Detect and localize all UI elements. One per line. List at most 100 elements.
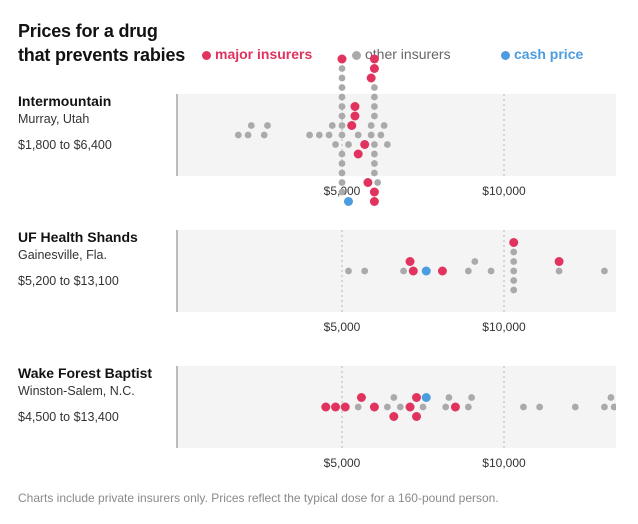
- dot-major-insurers: [412, 393, 422, 402]
- hospital-name: UF Health Shands: [18, 229, 138, 245]
- dot-plot: $5,000$10,000$5,000$10,000$5,000$10,000: [176, 54, 616, 470]
- dot-major-insurers: [408, 266, 418, 276]
- dot-other-insurers: [345, 141, 352, 148]
- dot-major-insurers: [554, 257, 564, 266]
- dot-major-insurers: [363, 178, 373, 187]
- x-tick-label: $5,000: [324, 456, 361, 470]
- panel-label-uf-health: UF Health Shands Gainesville, Fla. $5,20…: [18, 228, 138, 290]
- dot-other-insurers: [419, 403, 427, 411]
- dot-other-insurers: [371, 84, 378, 91]
- dot-major-insurers: [347, 121, 357, 130]
- dot-other-insurers: [520, 403, 527, 411]
- dot-other-insurers: [264, 122, 271, 129]
- panel-label-wake-forest: Wake Forest Baptist Winston-Salem, N.C. …: [18, 364, 152, 426]
- dot-other-insurers: [510, 248, 518, 256]
- chart-title: Prices for a drug that prevents rabies: [18, 19, 185, 67]
- dot-other-insurers: [338, 188, 346, 196]
- hospital-name: Intermountain: [18, 93, 112, 109]
- x-tick-label: $10,000: [482, 320, 526, 334]
- footnote: Charts include private insurers only. Pr…: [18, 491, 499, 505]
- dot-major-insurers: [353, 149, 363, 159]
- dot-other-insurers: [338, 131, 346, 139]
- dot-other-insurers: [468, 394, 475, 401]
- dot-cash-price: [421, 266, 431, 276]
- dot-other-insurers: [390, 394, 398, 401]
- dot-major-insurers: [356, 393, 366, 402]
- dot-cash-price: [343, 197, 353, 206]
- dot-other-insurers: [338, 179, 346, 186]
- chart-title-line1: Prices for a drug: [18, 21, 158, 41]
- dot-major-insurers: [389, 412, 399, 421]
- price-range: $1,800 to $6,400: [18, 138, 112, 152]
- dot-other-insurers: [247, 122, 255, 129]
- dot-major-insurers: [366, 73, 376, 83]
- dot-major-insurers: [321, 402, 331, 412]
- dot-other-insurers: [371, 150, 378, 158]
- dot-other-insurers: [371, 141, 378, 148]
- dot-major-insurers: [437, 266, 447, 276]
- x-tick-label: $10,000: [482, 456, 526, 470]
- dot-other-insurers: [464, 267, 472, 275]
- dot-major-insurers: [350, 102, 360, 111]
- dot-major-insurers: [450, 402, 460, 412]
- dot-other-insurers: [377, 131, 385, 139]
- dot-major-insurers: [340, 402, 350, 412]
- panel-label-intermountain: Intermountain Murray, Utah $1,800 to $6,…: [18, 92, 112, 154]
- legend-swatch-other: [352, 50, 361, 60]
- dot-other-insurers: [234, 131, 242, 139]
- legend-item-cash: cash price: [501, 44, 583, 64]
- legend-label-other: other insurers: [365, 46, 451, 62]
- dot-other-insurers: [555, 267, 563, 275]
- x-tick-label: $10,000: [482, 184, 526, 198]
- price-range: $5,200 to $13,100: [18, 274, 119, 288]
- panel-background: [176, 230, 616, 312]
- chart-title-line2: that prevents rabies: [18, 45, 186, 65]
- dot-other-insurers: [328, 122, 336, 129]
- dot-other-insurers: [345, 267, 352, 275]
- dot-major-insurers: [369, 54, 379, 64]
- dot-major-insurers: [405, 402, 415, 412]
- dot-other-insurers: [510, 267, 518, 275]
- hospital-name: Wake Forest Baptist: [18, 365, 153, 381]
- legend-item-major: major insurers: [202, 44, 312, 64]
- dot-other-insurers: [371, 112, 378, 120]
- legend-swatch-major: [202, 50, 211, 60]
- dot-other-insurers: [601, 267, 608, 275]
- dot-other-insurers: [361, 267, 369, 275]
- dot-other-insurers: [400, 267, 407, 275]
- dot-other-insurers: [371, 103, 378, 110]
- legend-item-other: other insurers: [352, 44, 451, 64]
- dot-other-insurers: [371, 93, 378, 101]
- dot-other-insurers: [338, 93, 346, 101]
- legend-label-major: major insurers: [215, 46, 313, 62]
- dot-other-insurers: [260, 131, 268, 139]
- dot-other-insurers: [338, 150, 346, 158]
- dot-other-insurers: [510, 258, 518, 265]
- dot-other-insurers: [332, 141, 339, 148]
- dot-other-insurers: [510, 277, 518, 284]
- dot-other-insurers: [610, 403, 616, 411]
- hospital-location: Gainesville, Fla.: [18, 248, 107, 262]
- dot-other-insurers: [306, 131, 313, 139]
- dot-other-insurers: [464, 403, 472, 411]
- dot-other-insurers: [371, 169, 378, 177]
- panel-background: [176, 94, 616, 176]
- dot-major-insurers: [369, 197, 379, 206]
- dot-other-insurers: [442, 403, 450, 411]
- dot-other-insurers: [371, 160, 378, 167]
- dot-other-insurers: [338, 84, 346, 91]
- dot-other-insurers: [380, 122, 388, 129]
- dot-other-insurers: [510, 286, 518, 294]
- dot-other-insurers: [607, 394, 615, 401]
- dot-other-insurers: [571, 403, 579, 411]
- dot-cash-price: [421, 393, 431, 402]
- dot-other-insurers: [383, 141, 391, 148]
- dot-other-insurers: [471, 258, 479, 265]
- price-range: $4,500 to $13,400: [18, 410, 119, 424]
- dot-other-insurers: [536, 403, 544, 411]
- dot-other-insurers: [315, 131, 323, 139]
- dot-other-insurers: [383, 403, 391, 411]
- dot-major-insurers: [369, 64, 379, 73]
- dot-other-insurers: [445, 394, 453, 401]
- legend-label-cash: cash price: [514, 46, 584, 62]
